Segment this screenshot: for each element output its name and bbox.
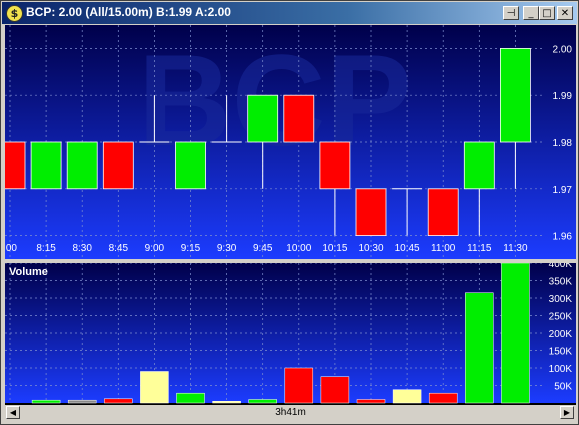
time-tick-label: 11:15: [467, 243, 492, 254]
price-tick-label: 1.99: [553, 91, 573, 102]
volume-tick-label: 200K: [549, 329, 573, 340]
candle-body: [102, 141, 134, 190]
volume-bar: [501, 262, 530, 404]
arrow-right-icon[interactable]: ▶: [560, 406, 574, 419]
volume-tick-label: 350K: [549, 277, 573, 288]
time-tick-label: 8:15: [36, 243, 56, 254]
title-bar[interactable]: $ BCP: 2.00 (All/15.00m) B:1.99 A:2.00 ⊣…: [2, 2, 577, 24]
candle-body: [319, 141, 351, 190]
candle-body: [499, 47, 531, 143]
candle-body: [463, 141, 495, 190]
volume-tick-label: 50K: [554, 382, 572, 393]
candle-body: [66, 141, 98, 190]
time-span-label: 3h41m: [275, 407, 306, 418]
time-tick-label: 8:45: [109, 243, 129, 254]
volume-title: Volume: [9, 266, 48, 278]
close-icon[interactable]: ✕: [557, 6, 573, 20]
time-tick-label: 10:45: [395, 243, 420, 254]
dollar-icon[interactable]: $: [6, 5, 23, 22]
window-title: BCP: 2.00 (All/15.00m) B:1.99 A:2.00: [26, 5, 231, 19]
chart-area[interactable]: BCP2.001.991.981.971.96:008:158:308:459:…: [0, 25, 576, 405]
volume-tick-label: 300K: [549, 294, 573, 305]
time-scrollbar[interactable]: ◀ 3h41m ▶: [5, 405, 576, 421]
pane-divider: [5, 259, 576, 263]
time-tick-label: 11:00: [431, 243, 456, 254]
price-tick-label: 1.96: [553, 232, 573, 243]
volume-tick-label: 250K: [549, 312, 573, 323]
arrow-left-icon[interactable]: ◀: [6, 406, 20, 419]
pin-icon[interactable]: ⊣: [503, 6, 519, 20]
time-tick-label: 9:30: [217, 243, 237, 254]
time-tick-label: 9:45: [253, 243, 273, 254]
time-tick-label: 9:15: [181, 243, 201, 254]
time-tick-label: :00: [5, 243, 17, 254]
volume-tick-label: 400K: [549, 259, 573, 270]
volume-bar: [212, 401, 241, 404]
candle-body: [247, 94, 279, 143]
minimize-icon[interactable]: _: [523, 6, 539, 20]
price-tick-label: 1.98: [553, 138, 573, 149]
candle-body: [175, 141, 206, 190]
volume-bar: [428, 392, 458, 404]
price-tick-label: 1.97: [553, 185, 573, 196]
volume-bar: [320, 376, 350, 404]
volume-bar: [104, 398, 133, 404]
volume-bar: [140, 371, 169, 404]
candle-body: [427, 188, 459, 237]
time-tick-label: 10:30: [358, 243, 383, 254]
candle-body: [0, 141, 26, 190]
candle-body: [355, 188, 387, 237]
volume-bar: [356, 399, 386, 404]
time-tick-label: 9:00: [145, 243, 165, 254]
price-tick-label: 2.00: [553, 44, 573, 55]
maximize-icon[interactable]: □: [539, 6, 555, 20]
volume-bar: [465, 292, 494, 404]
volume-bar: [284, 367, 314, 404]
time-tick-label: 10:15: [322, 243, 347, 254]
volume-bar: [176, 392, 205, 404]
volume-bar: [248, 399, 277, 404]
volume-bar: [31, 399, 61, 404]
time-tick-label: 10:00: [286, 243, 311, 254]
volume-tick-label: 100K: [549, 364, 573, 375]
candle-body: [283, 94, 315, 143]
time-tick-label: 11:30: [503, 243, 528, 254]
price-pane[interactable]: BCP2.001.991.981.971.96:008:158:308:459:…: [0, 25, 576, 259]
time-tick-label: 8:30: [72, 243, 92, 254]
volume-bar: [392, 389, 422, 404]
volume-pane[interactable]: 400K 350K 300K 250K 200K 150K 100K 50K Volume: [5, 259, 576, 404]
volume-tick-label: 150K: [549, 347, 573, 358]
volume-bar: [67, 399, 97, 404]
candle-body: [30, 141, 62, 190]
chart-canvas[interactable]: BCP2.001.991.981.971.96:008:158:308:459:…: [0, 25, 576, 405]
